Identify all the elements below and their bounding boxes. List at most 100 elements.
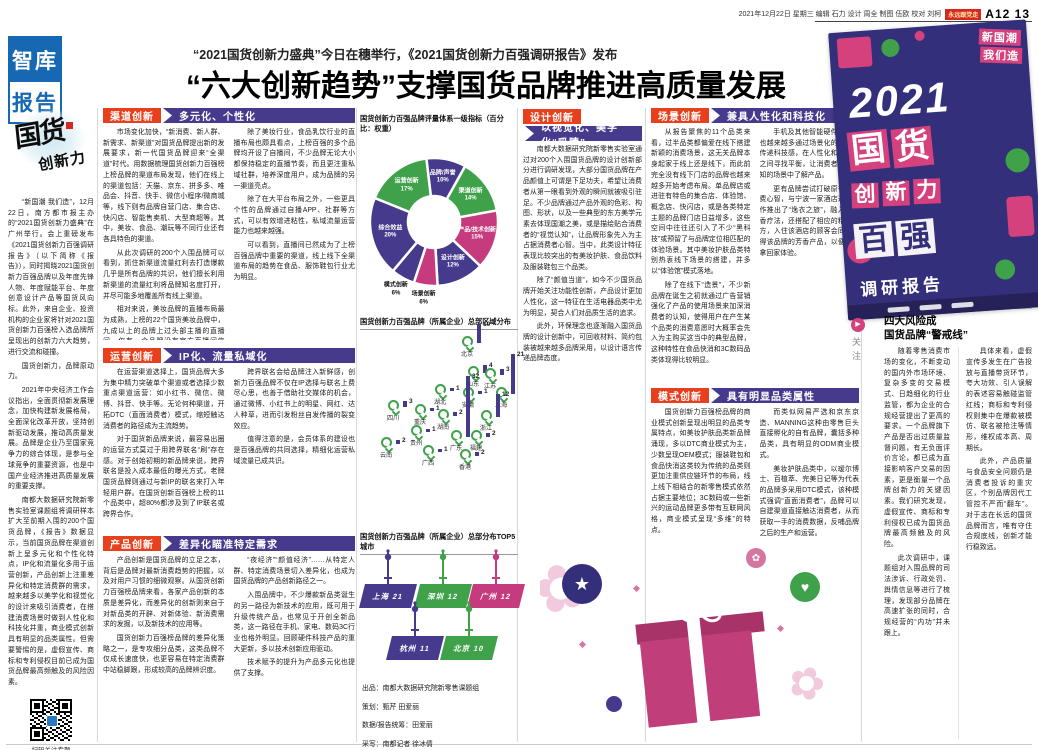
operation-col2: 跨界联名会给品牌注入新鲜感，创新力百强品牌不仅在IP选择与联名上费尽心思，也善于…: [234, 368, 356, 528]
map-chart-title: 国货创新力百强品牌（所属企业）总部区域分布: [360, 317, 518, 330]
section-scene-model: 场景创新 兼具人性化和科技化 从报告聚焦的11个品类来看，过半品类都偏爱在线下搭…: [651, 108, 859, 540]
cover-char: 国: [846, 128, 891, 172]
map-pin-icon: [435, 384, 447, 400]
logo-seal: [66, 122, 73, 129]
cover-char: 创: [851, 182, 880, 209]
map-value: 2: [481, 449, 485, 457]
body-paragraph: 数据/报告统筹：田爱丽: [362, 722, 433, 730]
body-paragraph: 从此次调研的200个入围品牌可以看到，抓住新渠道流量红利去打造爆款几乎是所有品牌…: [103, 249, 225, 300]
page-number: A12 13: [985, 7, 1030, 21]
map-bar: [478, 391, 482, 394]
pie-slice-label: 场景创新 6%: [411, 291, 436, 306]
map-pin-icon: [381, 437, 393, 453]
map-bar: [500, 369, 504, 375]
map-value: 1: [444, 446, 448, 453]
risk-col2: 具体来看，虚假宣传多发生在广告投放与直播带货环节，夸大功效、引人误解的表述容易触…: [958, 347, 1032, 740]
body-paragraph: 国货创新力，品牌原动力。: [8, 362, 94, 381]
section-header-model: 模式创新 具有明显品类属性: [651, 388, 859, 403]
qr-block: 扫码关注专题: [8, 698, 94, 750]
section-header-channel: 渠道创新 多元化、个性化: [103, 108, 355, 123]
masthead-line1: 智库: [10, 38, 60, 82]
body-paragraph: 相对来说，美妆品牌的直播布局最为成熟，上榜的22个国货美妆品牌中，九成以上的品牌…: [103, 306, 225, 340]
body-paragraph: 对于国货新品牌来说，最容易出圈的运营方式莫过于用跨界联名“刷”存在感。对于创始初…: [103, 436, 225, 519]
map-value: 2: [459, 409, 463, 417]
map-pin-icon: [388, 400, 400, 416]
cover-word2: 创新力: [851, 178, 942, 209]
qr-caption: 扫码关注专题: [8, 744, 94, 750]
product-col1: 产品创新是国货品牌的立足之本，背后是品牌对最新消费趋势的把握，以及对用户习惯的细…: [103, 556, 225, 738]
map-bar: [486, 433, 490, 437]
section-channel: 渠道创新 多元化、个性化 市场变化加快，“新消费、新人群、新需求、新渠道”对国货…: [103, 108, 355, 738]
pie-chart-title: 国货创新力百强品牌评量体系一级指标（百分比：权重）: [360, 114, 504, 133]
section-title: 差异化瞄准特定需求: [163, 536, 355, 551]
section-label: 产品创新: [103, 536, 161, 551]
map-region-label: 广西: [421, 460, 435, 467]
section-title: 具有明显品类属性: [711, 388, 859, 403]
section-title: 多元化、个性化: [163, 108, 355, 123]
body-paragraph: 在运营渠道选择上，国货品牌大多为集中精力突破单个渠道或者选择少数重点渠道运营：如…: [103, 369, 225, 430]
map-pin-icon: [438, 409, 450, 425]
report-cover: 新国潮 我们造 2021 国货 创新力 百强 调研报告: [828, 19, 1038, 321]
brand-logo: 国货 创新力: [8, 106, 94, 198]
map-region-label: 云南: [379, 452, 393, 459]
pie-chart: 运营创新 17% 品牌/声誉 10% 渠道创新 14% 产品/技术创新 15% 设计创新 12% 场…: [358, 126, 518, 318]
sparkle: [578, 640, 587, 649]
map-region-label: 湖南: [436, 424, 450, 431]
flower-icon: ✿: [780, 653, 833, 714]
section-label: 模式创新: [651, 388, 709, 403]
map-bar: [430, 408, 434, 411]
body-paragraph: 跨界联名会给品牌注入新鲜感，创新力百强品牌不仅在IP选择与联名上费尽心思，也善于…: [233, 369, 356, 430]
design-col1: 南都大数据研究院新零售实验室通过对200个入围国货品牌的设计创新部分进行调研发现…: [523, 145, 642, 537]
body-paragraph: 美妆护肤品类中，以瑷尔博士、百植萃、完美日记等为代表的品牌多采用DTC模式，该种…: [759, 465, 860, 537]
pie-slice-label: 运营创新 17%: [394, 178, 419, 193]
body-paragraph: 此次调研中，课题组对入围品牌的司法涉诉、行政处罚、舆情信息等进行了梳理，发现部分…: [884, 554, 950, 637]
map-pin-icon: [415, 404, 427, 420]
map-bar: [453, 412, 457, 416]
body-paragraph: 出品：南都大数据研究院新零售课题组: [362, 684, 480, 692]
city-chart: 上海 21 深圳 12 广州 12 杭州 11 北京 10: [359, 546, 525, 672]
map-value: 1: [436, 405, 440, 412]
map-bar: [396, 440, 400, 444]
follow-label: 关注: [851, 337, 861, 365]
map-value: 4: [489, 362, 493, 370]
pie-slice-label: 渠道创新 14%: [458, 188, 483, 202]
kicker: “2021国货创新力盛典”今日在穗举行，《2021国货创新力百强调研报告》发布: [193, 48, 618, 62]
cover-word3: 百强: [853, 218, 937, 260]
tower-icon: [380, 548, 396, 584]
map-region-label: 山东: [466, 381, 480, 388]
map-bar: [438, 449, 442, 452]
body-paragraph: 更有品牌尝试打破原有的消费心智，与宁波一家酒店进行合作推出了“逸衣之旅”，融入了…: [759, 185, 860, 257]
gift-bubble-star-icon: ★: [562, 564, 602, 604]
tower-icon: [488, 548, 504, 584]
pie-slice-label: 综合效益 20%: [378, 225, 403, 239]
cover-slogan: 新国潮 我们造: [978, 28, 1023, 67]
play-icon: ▶: [851, 318, 865, 332]
map-region-label: 四川: [386, 415, 400, 422]
header-rule: [815, 21, 1032, 22]
map-bar: [475, 452, 479, 456]
logo-splash: [14, 108, 86, 170]
qr-logo: [46, 714, 58, 727]
body-paragraph: 入围品牌中，不少爆款新品类诞生的另一路径为新技术的应用，既可用于升级传统产品，也…: [233, 592, 356, 653]
model-col1: 国货创新力百强榜品牌的商业模式创新呈现出明显的品类专属特点，如美妆护肤品类新品牌…: [651, 408, 751, 540]
city-block: 北京 10: [440, 636, 498, 660]
section-header-operation: 运营创新 IP化、流量私域化: [103, 348, 355, 363]
map-value: 1: [484, 388, 488, 395]
section-design: 设计创新 以视觉化、美学化“吸睛” 南都大数据研究院新零售实验室通过对200个入…: [523, 108, 642, 537]
map-value: 21: [517, 351, 525, 359]
cover-tile: [880, 38, 900, 58]
map-bar: [403, 401, 407, 407]
section-header-product: 产品创新 差异化瞄准特定需求: [103, 536, 355, 551]
pie-slice-label: 模式创新 6%: [383, 282, 408, 297]
body-paragraph: 手机及其他智能硬件品牌，也越来越多通过场景化的体验店传递科技感，在人性化和科技化…: [759, 129, 860, 179]
body-paragraph: 南都大数据研究院新零售实验室通过对200个入围国货品牌的设计创新部分进行调研发现…: [523, 146, 642, 271]
map-chart: 10北京4山东3江苏21上海1湖北1安徽12浙江3四川1重庆2湖南1贵州2云南1…: [358, 321, 524, 528]
pie-slice-label: 产品/技术创新 15%: [458, 227, 496, 241]
product-col2: “夜经济”“颜值经济”……从特定人群、特定消费场景切入差异化，也成为国货品牌的产…: [234, 556, 356, 738]
map-value: 10: [483, 321, 491, 328]
sidebar-intro: “新国潮 我们造”，12月22日，南方都市报主办的“2021国货创新力盛典”在广…: [8, 198, 94, 689]
gift-bubble-flower-icon: ✿: [746, 548, 766, 568]
section-header-scene: 场景创新 兼具人性化和科技化: [651, 108, 859, 123]
map-value: 32: [472, 373, 480, 381]
page-title: “六大创新趋势”支撑国货品牌推进高质量发展: [186, 70, 786, 103]
